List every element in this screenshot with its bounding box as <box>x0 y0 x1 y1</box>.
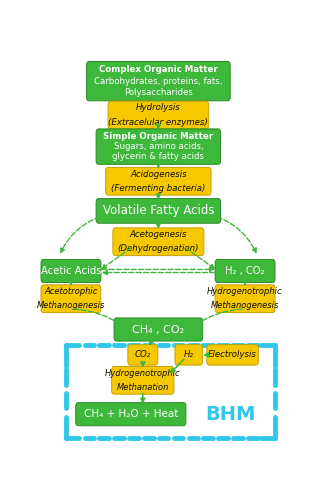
Text: CH₄ + H₂O + Heat: CH₄ + H₂O + Heat <box>84 409 178 419</box>
Text: Sugars, amino acids,: Sugars, amino acids, <box>113 142 203 151</box>
Text: BHM: BHM <box>205 404 256 423</box>
FancyBboxPatch shape <box>128 344 158 365</box>
FancyBboxPatch shape <box>112 366 174 394</box>
FancyBboxPatch shape <box>207 344 258 365</box>
Text: Complex Organic Matter: Complex Organic Matter <box>99 66 218 74</box>
FancyBboxPatch shape <box>96 129 221 164</box>
Text: H₂ , CO₂: H₂ , CO₂ <box>225 266 265 276</box>
Text: Hydrolysis: Hydrolysis <box>136 104 181 112</box>
Text: CH₄ , CO₂: CH₄ , CO₂ <box>132 324 184 334</box>
Text: Hydrogenotrophic: Hydrogenotrophic <box>207 287 283 296</box>
Text: Volatile Fatty Acids: Volatile Fatty Acids <box>103 204 214 218</box>
FancyBboxPatch shape <box>175 344 202 365</box>
FancyBboxPatch shape <box>215 260 275 282</box>
Text: Hydrogenotrophic: Hydrogenotrophic <box>105 368 180 378</box>
FancyBboxPatch shape <box>114 318 203 341</box>
Text: Polysaccharides: Polysaccharides <box>124 88 193 97</box>
FancyBboxPatch shape <box>41 260 101 282</box>
Text: CO₂: CO₂ <box>135 350 151 360</box>
FancyBboxPatch shape <box>113 228 204 256</box>
Text: Acetogenesis: Acetogenesis <box>130 230 187 239</box>
FancyBboxPatch shape <box>41 285 101 312</box>
FancyBboxPatch shape <box>96 198 221 223</box>
Text: Acetotrophic: Acetotrophic <box>44 287 98 296</box>
Text: H₂: H₂ <box>184 350 194 360</box>
FancyBboxPatch shape <box>87 62 230 101</box>
Text: (Dehydrogenation): (Dehydrogenation) <box>118 244 199 254</box>
FancyBboxPatch shape <box>76 402 186 426</box>
Text: Methanogenesis: Methanogenesis <box>211 302 279 310</box>
Text: Acetic Acids: Acetic Acids <box>41 266 101 276</box>
Text: Methanation: Methanation <box>116 383 169 392</box>
Text: Electrolysis: Electrolysis <box>208 350 257 360</box>
FancyBboxPatch shape <box>215 285 275 312</box>
Text: (Fermenting bacteria): (Fermenting bacteria) <box>111 184 205 193</box>
Text: Acidogenesis: Acidogenesis <box>130 170 187 178</box>
Text: (Extracelular enzymes): (Extracelular enzymes) <box>108 118 208 127</box>
Text: Simple Organic Matter: Simple Organic Matter <box>103 132 214 141</box>
FancyBboxPatch shape <box>106 168 211 195</box>
Text: glycerin & fatty acids: glycerin & fatty acids <box>112 152 204 161</box>
Text: Methanogenesis: Methanogenesis <box>37 302 105 310</box>
Text: Carbohydrates, proteins, fats,: Carbohydrates, proteins, fats, <box>94 76 222 86</box>
FancyBboxPatch shape <box>108 101 209 129</box>
